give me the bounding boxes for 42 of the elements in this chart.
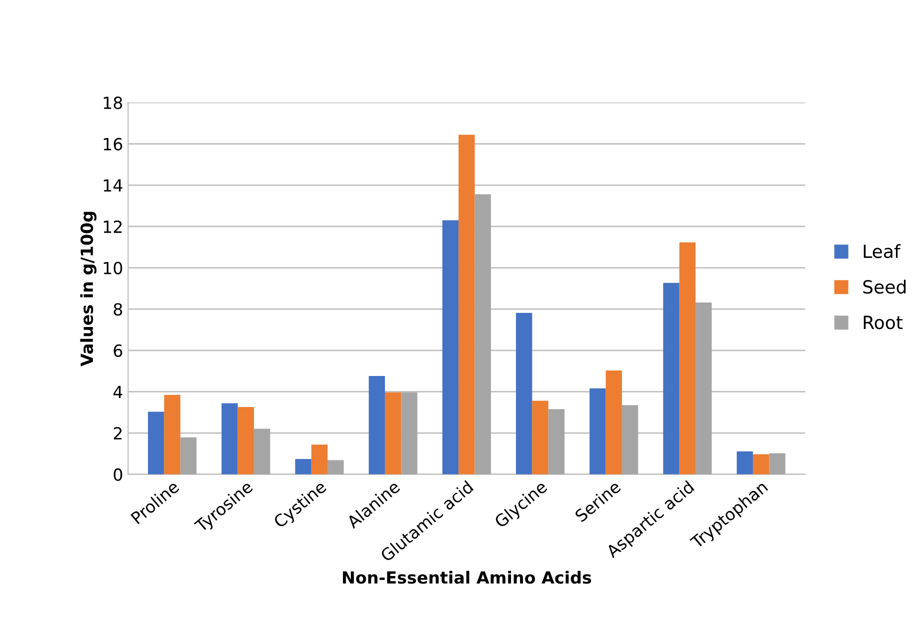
bar [590,388,606,474]
bar [679,242,696,474]
legend-label: Seed [863,280,906,294]
bar [532,400,548,474]
bar [474,194,491,474]
bar [516,312,532,474]
bar [769,453,786,474]
bar [368,376,385,474]
bar [222,403,238,474]
y-tick-label: 12 [104,220,122,233]
bar [458,134,475,474]
bar [401,392,418,474]
y-tick-label: 2 [114,426,122,440]
y-axis-title: Values in g/100g [80,212,96,366]
bar [311,444,328,474]
bar [696,302,712,474]
bar [164,394,180,474]
y-tick-label: 6 [114,344,122,357]
bar [180,437,197,474]
bar [328,460,344,474]
bar [736,451,753,474]
y-tick-label: 16 [104,138,122,150]
bar [295,459,312,474]
bar [548,409,565,474]
y-tick-label: 18 [104,96,122,110]
legend-label: Leaf [864,244,901,258]
bar [442,220,459,474]
bar [752,454,770,474]
bar [663,282,680,474]
bar [148,412,164,474]
y-tick-label: 4 [113,386,122,398]
y-tick-label: 14 [104,179,122,192]
y-tick-label: 10 [104,262,122,274]
bar [606,370,622,474]
bar [238,407,254,474]
bar [254,428,270,474]
y-tick-label: 8 [114,303,122,316]
x-axis-title: Non-Essential Amino Acids [342,570,592,584]
y-tick-label: 0 [114,468,122,481]
bar [384,392,402,474]
legend-label: Root [864,316,903,330]
bar [622,405,638,474]
